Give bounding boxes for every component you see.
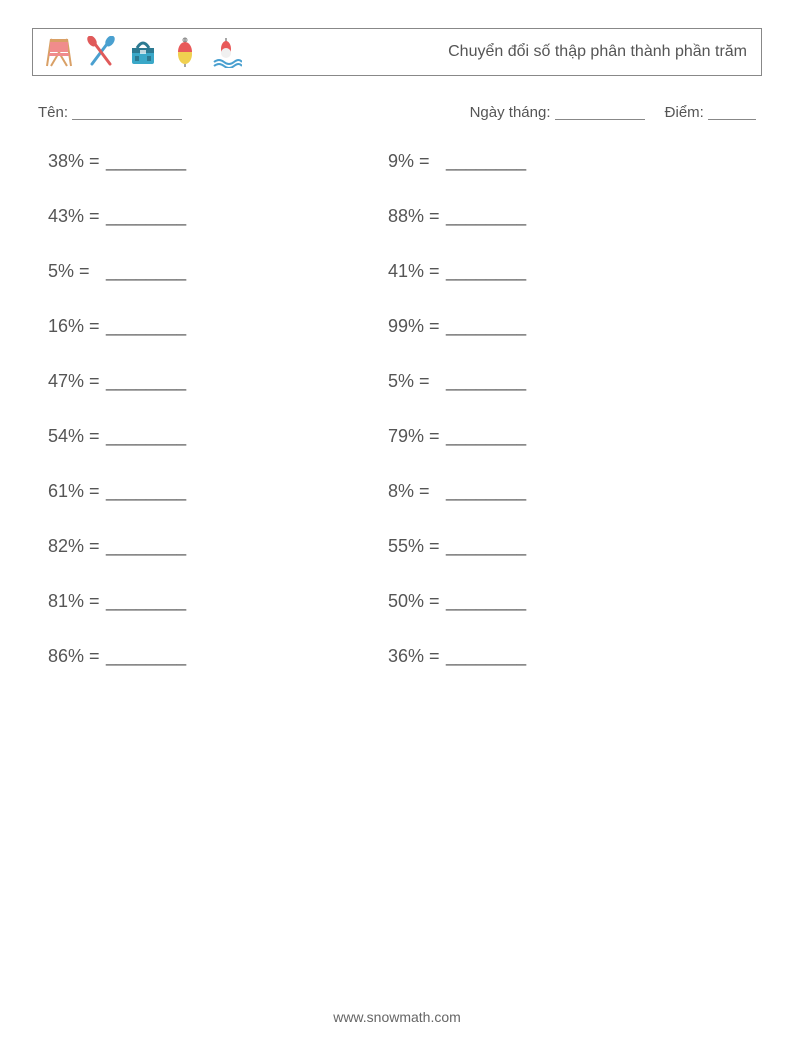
score-blank xyxy=(708,119,756,120)
problem-cell: 8% = ________ xyxy=(388,481,728,502)
info-row: Tên: Ngày tháng: Điểm: xyxy=(32,104,762,121)
answer-blank: ________ xyxy=(446,481,526,502)
problem-row: 5% = ________41% = ________ xyxy=(48,261,746,282)
answer-blank: ________ xyxy=(106,151,186,172)
problem-value: 16% = xyxy=(48,316,106,337)
problem-value: 82% = xyxy=(48,536,106,557)
problem-value: 41% = xyxy=(388,261,446,282)
answer-blank: ________ xyxy=(446,426,526,447)
problem-row: 86% = ________36% = ________ xyxy=(48,646,746,667)
problem-value: 81% = xyxy=(48,591,106,612)
problem-cell: 50% = ________ xyxy=(388,591,728,612)
answer-blank: ________ xyxy=(446,371,526,392)
answer-blank: ________ xyxy=(106,591,186,612)
problem-row: 43% = ________88% = ________ xyxy=(48,206,746,227)
problem-value: 38% = xyxy=(48,151,106,172)
problem-cell: 86% = ________ xyxy=(48,646,388,667)
date-field: Ngày tháng: xyxy=(470,104,645,121)
problem-cell: 79% = ________ xyxy=(388,426,728,447)
answer-blank: ________ xyxy=(106,316,186,337)
problem-value: 36% = xyxy=(388,646,446,667)
answer-blank: ________ xyxy=(106,261,186,282)
problem-cell: 61% = ________ xyxy=(48,481,388,502)
problem-value: 61% = xyxy=(48,481,106,502)
answer-blank: ________ xyxy=(446,591,526,612)
name-blank xyxy=(72,119,182,120)
problem-value: 55% = xyxy=(388,536,446,557)
problem-value: 99% = xyxy=(388,316,446,337)
problem-row: 47% = ________5% = ________ xyxy=(48,371,746,392)
answer-blank: ________ xyxy=(106,481,186,502)
problem-row: 16% = ________99% = ________ xyxy=(48,316,746,337)
problems-grid: 38% = ________9% = ________43% = _______… xyxy=(32,151,762,667)
problem-cell: 54% = ________ xyxy=(48,426,388,447)
problem-value: 50% = xyxy=(388,591,446,612)
worksheet-header: Chuyển đổi số thập phân thành phần trăm xyxy=(32,28,762,76)
problem-cell: 88% = ________ xyxy=(388,206,728,227)
problem-cell: 16% = ________ xyxy=(48,316,388,337)
bobber-icon xyxy=(169,35,201,69)
problem-cell: 5% = ________ xyxy=(388,371,728,392)
name-field: Tên: xyxy=(38,104,182,121)
name-label: Tên: xyxy=(38,104,68,121)
problem-value: 5% = xyxy=(48,261,106,282)
problem-row: 61% = ________8% = ________ xyxy=(48,481,746,502)
problem-cell: 38% = ________ xyxy=(48,151,388,172)
answer-blank: ________ xyxy=(446,206,526,227)
problem-cell: 82% = ________ xyxy=(48,536,388,557)
answer-blank: ________ xyxy=(446,316,526,337)
oars-icon xyxy=(85,35,117,69)
fishing-float-icon xyxy=(211,35,243,69)
answer-blank: ________ xyxy=(106,646,186,667)
problem-row: 81% = ________50% = ________ xyxy=(48,591,746,612)
date-label: Ngày tháng: xyxy=(470,104,551,121)
problem-cell: 36% = ________ xyxy=(388,646,728,667)
problem-value: 88% = xyxy=(388,206,446,227)
chair-icon xyxy=(43,35,75,69)
answer-blank: ________ xyxy=(446,536,526,557)
problem-cell: 47% = ________ xyxy=(48,371,388,392)
answer-blank: ________ xyxy=(106,536,186,557)
problem-cell: 41% = ________ xyxy=(388,261,728,282)
answer-blank: ________ xyxy=(446,646,526,667)
answer-blank: ________ xyxy=(106,206,186,227)
coolbox-icon xyxy=(127,35,159,69)
problem-cell: 99% = ________ xyxy=(388,316,728,337)
problem-cell: 55% = ________ xyxy=(388,536,728,557)
score-label: Điểm: xyxy=(665,104,704,121)
answer-blank: ________ xyxy=(446,151,526,172)
header-icons xyxy=(43,35,243,69)
problem-row: 82% = ________55% = ________ xyxy=(48,536,746,557)
problem-value: 5% = xyxy=(388,371,446,392)
problem-value: 79% = xyxy=(388,426,446,447)
problem-value: 47% = xyxy=(48,371,106,392)
problem-value: 43% = xyxy=(48,206,106,227)
problem-row: 54% = ________79% = ________ xyxy=(48,426,746,447)
problem-cell: 81% = ________ xyxy=(48,591,388,612)
problem-value: 54% = xyxy=(48,426,106,447)
date-blank xyxy=(555,119,645,120)
problem-cell: 43% = ________ xyxy=(48,206,388,227)
problem-cell: 5% = ________ xyxy=(48,261,388,282)
score-field: Điểm: xyxy=(665,104,756,121)
worksheet-title: Chuyển đổi số thập phân thành phần trăm xyxy=(448,43,747,61)
footer-url: www.snowmath.com xyxy=(0,1009,794,1025)
answer-blank: ________ xyxy=(106,371,186,392)
problem-row: 38% = ________9% = ________ xyxy=(48,151,746,172)
problem-value: 8% = xyxy=(388,481,446,502)
problem-cell: 9% = ________ xyxy=(388,151,728,172)
problem-value: 86% = xyxy=(48,646,106,667)
problem-value: 9% = xyxy=(388,151,446,172)
answer-blank: ________ xyxy=(106,426,186,447)
answer-blank: ________ xyxy=(446,261,526,282)
